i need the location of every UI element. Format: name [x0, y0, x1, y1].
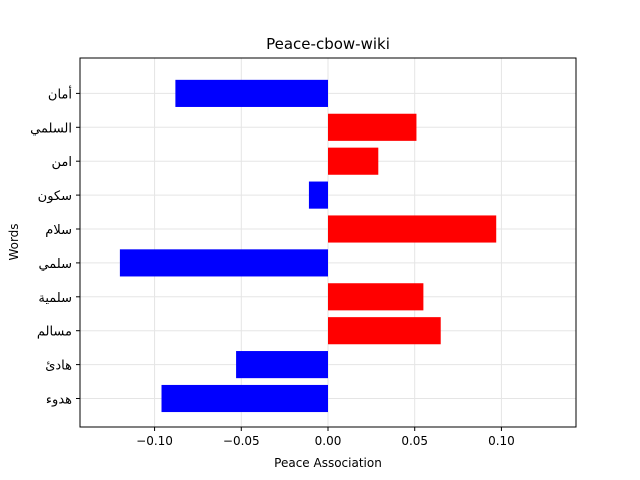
x-tick-label: −0.05	[223, 434, 260, 448]
bar	[328, 215, 497, 243]
bar	[328, 317, 441, 345]
y-tick-label: سكون	[38, 189, 72, 204]
y-tick-label: مسالم	[37, 325, 72, 340]
bar	[328, 147, 379, 175]
bar	[119, 249, 328, 277]
y-tick-label: سلمي	[38, 257, 72, 272]
ticks: −0.10 −0.05 0.00 0.05 0.10 هدوء هادئ مسالم سلمية…	[30, 85, 515, 448]
y-axis-label: Words	[7, 223, 21, 260]
bar	[308, 181, 328, 209]
bar	[328, 113, 417, 141]
y-tick-label: السلمي	[30, 121, 72, 136]
y-tick-label: أمان	[48, 85, 72, 102]
bar	[236, 351, 328, 379]
x-tick-label: 0.05	[401, 434, 428, 448]
plot-frame	[79, 57, 577, 428]
y-tick-label: هادئ	[45, 359, 72, 374]
bar	[175, 79, 328, 107]
bar	[328, 283, 424, 311]
bar	[161, 384, 328, 413]
x-tick-label: 0.00	[315, 434, 342, 448]
bars	[119, 79, 497, 413]
y-tick-label: سلام	[45, 223, 72, 238]
y-tick-label: هدوء	[46, 393, 72, 408]
y-tick-label: سلمية	[38, 291, 72, 306]
y-tick-label: امن	[52, 155, 72, 170]
x-tick-label: −0.10	[136, 434, 173, 448]
x-tick-label: 0.10	[488, 434, 515, 448]
chart-title: Peace-cbow-wiki	[266, 35, 390, 53]
x-axis-label: Peace Association	[274, 456, 382, 470]
